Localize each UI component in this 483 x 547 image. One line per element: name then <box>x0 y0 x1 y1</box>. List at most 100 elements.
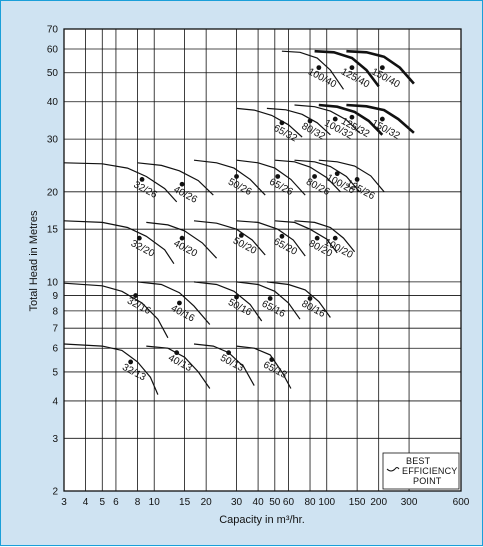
bep-point <box>269 357 275 362</box>
x-tick-label: 30 <box>231 497 243 508</box>
bep-point <box>332 116 338 122</box>
y-tick-label: 6 <box>52 344 58 355</box>
bep-point <box>267 296 273 301</box>
legend-symbol-icon <box>386 467 400 472</box>
series-line <box>346 49 415 85</box>
series-line <box>274 159 341 193</box>
x-tick-label: 4 <box>83 497 89 508</box>
series-line <box>236 281 301 320</box>
curves <box>63 49 415 395</box>
y-tick-label: 10 <box>47 277 59 288</box>
series-line <box>281 50 344 90</box>
x-tick-label: 600 <box>453 497 470 508</box>
series-line <box>236 220 306 257</box>
x-tick-label: 8 <box>135 497 141 508</box>
x-tick-label: 300 <box>401 497 418 508</box>
series-line <box>346 103 415 134</box>
x-tick-label: 20 <box>201 497 213 508</box>
series-line <box>63 162 178 203</box>
series-line <box>146 345 211 389</box>
y-tick-label: 70 <box>47 25 59 36</box>
bep-point <box>226 350 232 356</box>
y-tick-label: 5 <box>52 367 58 378</box>
series-line <box>236 159 306 196</box>
series-line <box>274 220 338 254</box>
x-tick-label: 150 <box>349 497 366 508</box>
x-tick-label: 10 <box>149 497 161 508</box>
x-tick-label: 15 <box>179 497 191 508</box>
series-line <box>193 220 266 256</box>
plot-area <box>63 28 462 492</box>
y-tick-label: 50 <box>47 68 59 79</box>
bep-point <box>379 116 385 122</box>
series-line <box>266 107 331 136</box>
series-line <box>266 281 331 318</box>
y-ticks: 2 3 4 5 6 7 8 9 10 15 20 30 40 50 60 70 <box>47 25 59 498</box>
y-tick-label: 20 <box>47 187 59 198</box>
bep-point <box>314 235 320 241</box>
y-tick-label: 40 <box>47 97 59 108</box>
x-tick-label: 50 <box>269 497 281 508</box>
bep-point <box>349 114 355 120</box>
bep-point <box>379 65 385 71</box>
bep-point <box>354 177 360 182</box>
series-line <box>294 104 361 134</box>
series-line <box>236 345 292 389</box>
bep-point <box>307 118 313 124</box>
y-tick-label: 7 <box>52 324 58 335</box>
bep-point <box>177 300 182 306</box>
series-line <box>63 343 159 395</box>
series-line <box>193 281 263 322</box>
bep-point <box>174 350 180 356</box>
series-line <box>63 220 175 265</box>
bep-point <box>179 235 185 241</box>
series-line <box>294 220 356 253</box>
grid <box>63 28 462 492</box>
bep-point <box>307 296 313 301</box>
bep-point <box>349 65 355 71</box>
y-tick-label: 2 <box>52 487 58 498</box>
series-line <box>137 281 211 325</box>
bep-point <box>133 293 138 298</box>
bep-point <box>332 235 338 241</box>
series-line <box>63 282 169 339</box>
x-tick-label: 6 <box>113 497 119 508</box>
bep-point <box>279 233 285 239</box>
bep-point <box>316 65 322 71</box>
x-tick-label: 40 <box>253 497 265 508</box>
x-tick-label: 80 <box>304 497 316 508</box>
bep-point <box>128 359 134 365</box>
bep-point <box>279 120 285 126</box>
x-tick-label: 3 <box>61 497 67 508</box>
y-tick-label: 3 <box>52 434 58 445</box>
series-line <box>318 103 384 136</box>
bep-point <box>136 235 142 241</box>
y-tick-label: 60 <box>47 45 59 56</box>
bep-point <box>238 232 244 238</box>
x-tick-label: 5 <box>99 497 105 508</box>
bep-point <box>234 294 239 300</box>
x-tick-label: 60 <box>283 497 295 508</box>
series-line <box>193 159 266 196</box>
x-tick-label: 200 <box>370 497 387 508</box>
series-line <box>137 162 214 196</box>
series-line <box>294 159 361 193</box>
x-axis-label: Capacity in m³/hr. <box>219 514 305 526</box>
x-tick-label: 100 <box>318 497 335 508</box>
bep-point <box>334 171 340 177</box>
series-line <box>314 49 380 88</box>
legend: BEST EFFICIENCY POINT <box>382 452 460 490</box>
y-tick-label: 30 <box>47 135 59 146</box>
y-tick-label: 4 <box>52 396 58 407</box>
y-tick-label: 15 <box>47 225 59 236</box>
legend-line-1: BEST <box>406 456 431 466</box>
legend-line-2: EFFICIENCY <box>402 466 458 476</box>
series-line <box>318 159 385 193</box>
y-tick-label: 8 <box>52 306 58 317</box>
series-line <box>236 107 303 138</box>
bep-point <box>179 181 185 187</box>
bep-point <box>139 177 145 182</box>
y-tick-label: 9 <box>52 291 58 302</box>
